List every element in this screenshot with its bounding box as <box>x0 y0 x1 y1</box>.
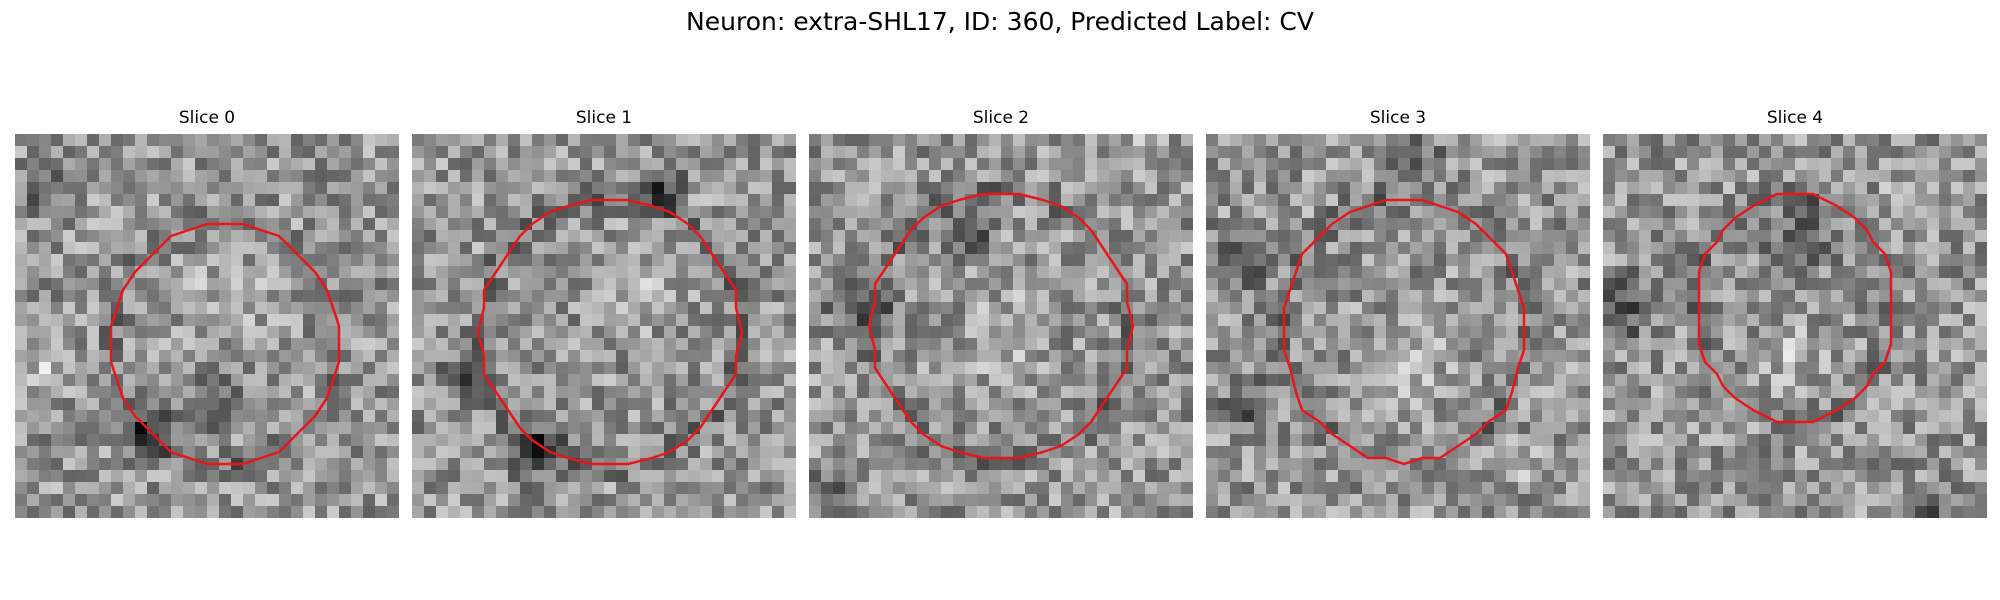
slice-image-2 <box>809 134 1193 518</box>
slice-image-4 <box>1603 134 1987 518</box>
slice-title-3: Slice 3 <box>1369 108 1427 128</box>
slice-title-2: Slice 2 <box>972 108 1030 128</box>
slice-panel-4: Slice 4 <box>1603 108 1987 518</box>
slice-panel-0: Slice 0 <box>15 108 399 518</box>
slice-title-4: Slice 4 <box>1766 108 1824 128</box>
slice-image-3 <box>1206 134 1590 518</box>
slice-image-1 <box>412 134 796 518</box>
slice-panel-2: Slice 2 <box>809 108 1193 518</box>
slice-image-0 <box>15 134 399 518</box>
slice-title-0: Slice 0 <box>178 108 236 128</box>
roi-contour <box>867 192 1135 460</box>
roi-contour <box>476 198 744 466</box>
slice-title-1: Slice 1 <box>575 108 633 128</box>
roi-contour <box>1282 198 1526 466</box>
slice-panel-3: Slice 3 <box>1206 108 1590 518</box>
roi-contour <box>109 222 341 466</box>
slice-panel-1: Slice 1 <box>412 108 796 518</box>
roi-contour <box>1697 192 1893 424</box>
figure-title: Neuron: extra-SHL17, ID: 360, Predicted … <box>686 7 1314 36</box>
